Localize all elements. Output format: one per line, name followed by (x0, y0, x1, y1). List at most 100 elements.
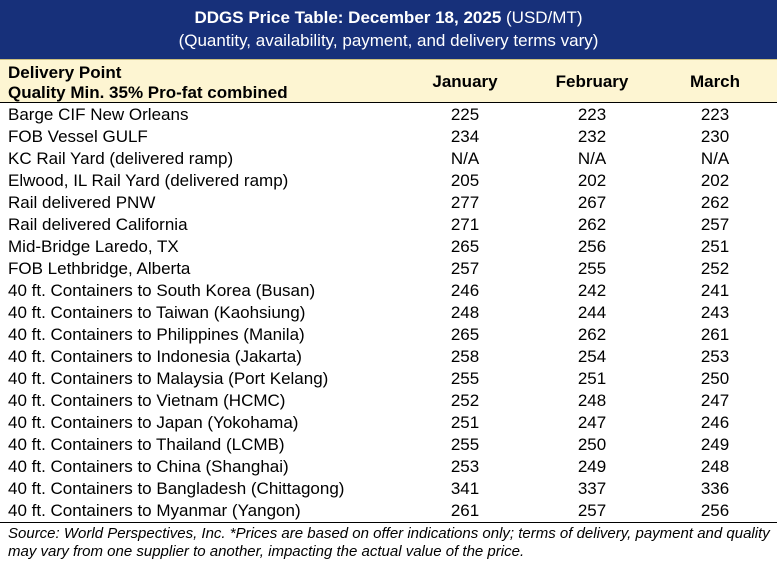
price-cell-february: 232 (577, 127, 607, 146)
price-cell-february: 223 (577, 105, 607, 124)
delivery-point-name: FOB Lethbridge, Alberta (8, 259, 191, 278)
table-row: 40 ft. Containers to Myanmar (Yangon) 261… (0, 500, 777, 522)
price-cell-january: 246 (450, 281, 480, 300)
price-cell-march: 248 (700, 457, 730, 476)
header-february: February (555, 72, 629, 91)
table-body: Barge CIF New Orleans 225 223 223 FOB Vessel… (0, 104, 777, 522)
delivery-point-name: 40 ft. Containers to Myanmar (Yangon) (8, 501, 301, 520)
price-cell-february: 249 (577, 457, 607, 476)
price-cell-february: 244 (577, 303, 607, 322)
price-cell-january: 258 (450, 347, 480, 366)
price-cell-march: 261 (700, 325, 730, 344)
delivery-point-name: 40 ft. Containers to Bangladesh (Chittag… (8, 479, 345, 498)
price-cell-march: 251 (700, 237, 730, 256)
header-march: March (689, 72, 741, 91)
price-cell-march: 247 (700, 391, 730, 410)
price-cell-march: 257 (700, 215, 730, 234)
header-january: January (432, 72, 498, 91)
price-cell-january: 277 (450, 193, 480, 212)
price-cell-february: 255 (577, 259, 607, 278)
table-row: Rail delivered California 271 262 257 (0, 214, 777, 236)
table-row: Mid-Bridge Laredo, TX 265 256 251 (0, 236, 777, 258)
price-cell-january: 255 (450, 435, 480, 454)
table-title: DDGS Price Table: December 18, 2025 (USD… (0, 8, 777, 28)
price-cell-february: 247 (577, 413, 607, 432)
delivery-point-name: 40 ft. Containers to Malaysia (Port Kela… (8, 369, 329, 388)
table-row: Barge CIF New Orleans 225 223 223 (0, 104, 777, 126)
title-main: DDGS Price Table: December 18, 2025 (194, 8, 502, 27)
price-cell-january: 265 (450, 237, 480, 256)
price-cell-january: 265 (450, 325, 480, 344)
price-cell-january: 248 (450, 303, 480, 322)
source-note: Source: World Perspectives, Inc. *Prices… (0, 522, 777, 568)
delivery-point-name: 40 ft. Containers to Thailand (LCMB) (8, 435, 285, 454)
price-cell-january: 255 (450, 369, 480, 388)
table-row: Elwood, IL Rail Yard (delivered ramp) 205… (0, 170, 777, 192)
table-row: 40 ft. Containers to Thailand (LCMB) 255 2… (0, 434, 777, 456)
table-row: 40 ft. Containers to Taiwan (Kaohsiung) 2… (0, 302, 777, 324)
delivery-point-name: 40 ft. Containers to Japan (Yokohama) (8, 413, 299, 432)
price-cell-february: 242 (577, 281, 607, 300)
delivery-point-name: Rail delivered PNW (8, 193, 156, 212)
table-row: 40 ft. Containers to Vietnam (HCMC) 252 24… (0, 390, 777, 412)
price-cell-february: 262 (577, 325, 607, 344)
price-cell-march: 246 (700, 413, 730, 432)
delivery-point-name: 40 ft. Containers to Taiwan (Kaohsiung) (8, 303, 306, 322)
price-cell-march: 250 (700, 369, 730, 388)
price-cell-january: 253 (450, 457, 480, 476)
price-cell-march: 256 (700, 501, 730, 520)
delivery-point-name: 40 ft. Containers to Indonesia (Jakarta) (8, 347, 302, 366)
price-cell-march: 262 (700, 193, 730, 212)
price-cell-january: 225 (450, 105, 480, 124)
price-cell-february: 257 (577, 501, 607, 520)
price-cell-february: 202 (577, 171, 607, 190)
delivery-point-name: KC Rail Yard (delivered ramp) (8, 149, 234, 168)
table-row: 40 ft. Containers to Malaysia (Port Kela… (0, 368, 777, 390)
price-cell-february: 267 (577, 193, 607, 212)
price-cell-february: 256 (577, 237, 607, 256)
delivery-point-name: Barge CIF New Orleans (8, 105, 189, 124)
table-row: KC Rail Yard (delivered ramp) N/A N/A N/A (0, 148, 777, 170)
table-row: FOB Vessel GULF 234 232 230 (0, 126, 777, 148)
delivery-point-name: 40 ft. Containers to Vietnam (HCMC) (8, 391, 286, 410)
table-row: 40 ft. Containers to Bangladesh (Chittag… (0, 478, 777, 500)
price-cell-march: 202 (700, 171, 730, 190)
table-row: Rail delivered PNW 277 267 262 (0, 192, 777, 214)
title-bar: DDGS Price Table: December 18, 2025 (USD… (0, 0, 777, 59)
price-cell-january: 271 (450, 215, 480, 234)
delivery-point-name: Mid-Bridge Laredo, TX (8, 237, 179, 256)
price-cell-march: 223 (700, 105, 730, 124)
price-cell-february: 251 (577, 369, 607, 388)
table-row: 40 ft. Containers to Japan (Yokohama) 251… (0, 412, 777, 434)
price-cell-january: 341 (450, 479, 480, 498)
table-row: 40 ft. Containers to Indonesia (Jakarta)… (0, 346, 777, 368)
price-cell-march: 336 (700, 479, 730, 498)
price-cell-march: 243 (700, 303, 730, 322)
title-unit: (USD/MT) (501, 8, 583, 27)
price-cell-march: 252 (700, 259, 730, 278)
table-row: 40 ft. Containers to Philippines (Manila… (0, 324, 777, 346)
price-cell-february: 248 (577, 391, 607, 410)
price-cell-january: 252 (450, 391, 480, 410)
price-cell-january: 234 (450, 127, 480, 146)
price-cell-january: 251 (450, 413, 480, 432)
price-cell-january: 205 (450, 171, 480, 190)
table-header: Delivery Point Quality Min. 35% Pro-fat … (0, 59, 777, 103)
delivery-point-name: FOB Vessel GULF (8, 127, 148, 146)
price-cell-february: 262 (577, 215, 607, 234)
table-row: 40 ft. Containers to South Korea (Busan)… (0, 280, 777, 302)
price-cell-march: 253 (700, 347, 730, 366)
delivery-point-name: Rail delivered California (8, 215, 188, 234)
price-cell-january: 257 (450, 259, 480, 278)
header-quality-note: Quality Min. 35% Pro-fat combined (8, 83, 288, 102)
header-delivery-point: Delivery Point (8, 63, 122, 82)
price-cell-february: 254 (577, 347, 607, 366)
table-row: FOB Lethbridge, Alberta 257 255 252 (0, 258, 777, 280)
price-cell-march: 230 (700, 127, 730, 146)
delivery-point-name: 40 ft. Containers to China (Shanghai) (8, 457, 289, 476)
price-cell-march: 241 (700, 281, 730, 300)
delivery-point-name: Elwood, IL Rail Yard (delivered ramp) (8, 171, 289, 190)
price-cell-january: 261 (450, 501, 480, 520)
price-cell-march: 249 (700, 435, 730, 454)
